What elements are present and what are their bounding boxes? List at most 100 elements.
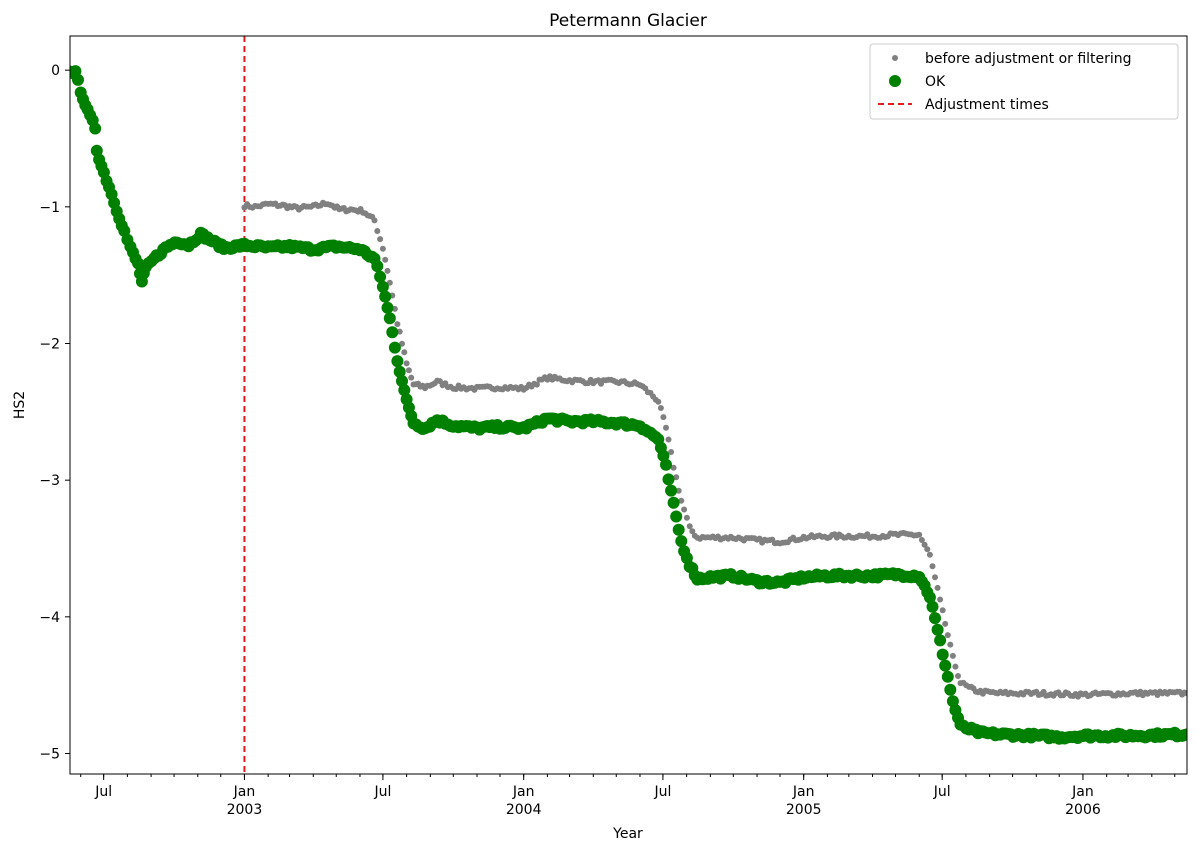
data-point <box>663 424 669 431</box>
data-point <box>533 381 540 388</box>
data-point <box>952 663 959 670</box>
data-point <box>662 473 675 486</box>
data-point <box>382 256 389 263</box>
y-axis-title: HS2 <box>12 391 28 419</box>
x-tick-label: Jul <box>653 784 671 800</box>
data-point <box>683 514 690 521</box>
data-point <box>944 683 957 696</box>
data-point <box>384 267 391 274</box>
data-point <box>388 341 401 354</box>
y-tick-label: −3 <box>39 473 60 489</box>
y-tick-label: −5 <box>39 747 60 763</box>
data-point <box>681 506 688 513</box>
series-before-adjustment-or-filtering <box>241 199 1187 700</box>
data-point <box>667 496 680 509</box>
data-point <box>660 414 667 421</box>
data-point <box>947 641 954 648</box>
legend-label-ok: OK <box>925 74 946 90</box>
data-point <box>399 340 405 347</box>
x-tick-label: Jul <box>373 784 391 800</box>
x-tick-label: Jan <box>233 784 256 800</box>
plot-area <box>69 35 1188 775</box>
data-point <box>678 497 685 504</box>
data-point <box>371 217 378 224</box>
legend-label-before: before adjustment or filtering <box>925 51 1132 67</box>
legend: before adjustment or filtering OK Adjust… <box>869 43 1179 120</box>
data-point <box>391 355 404 368</box>
data-point <box>934 584 941 591</box>
data-point <box>379 245 386 252</box>
x-axis: Jul Jan 2003 Jul Jan 2004 Jul Jan 2005 Jul Jan 2006 <box>80 774 1176 818</box>
data-point <box>398 384 411 397</box>
data-point <box>675 487 682 494</box>
legend-marker-ok <box>889 75 901 87</box>
data-point <box>916 531 923 538</box>
chart-title: Petermann Glacier <box>549 11 707 31</box>
data-point <box>689 528 696 535</box>
x-tick-label: Jul <box>933 784 951 800</box>
data-point <box>936 648 949 661</box>
data-point <box>934 634 947 647</box>
data-point <box>918 537 925 543</box>
data-point <box>686 523 693 530</box>
x-tick-label: Jan <box>792 784 815 800</box>
legend-label-adjustment: Adjustment times <box>925 97 1049 113</box>
data-point <box>1181 728 1187 741</box>
data-point <box>393 365 406 378</box>
data-point <box>670 464 677 471</box>
data-point <box>670 510 683 523</box>
data-point <box>949 652 956 659</box>
data-point <box>401 349 408 356</box>
legend-box <box>869 43 1179 120</box>
data-point <box>374 270 387 283</box>
data-point <box>932 574 938 581</box>
data-point <box>921 541 928 548</box>
data-point <box>396 375 408 388</box>
data-point <box>371 260 384 273</box>
data-point <box>941 670 954 683</box>
data-point <box>379 290 392 303</box>
data-point <box>923 591 936 604</box>
data-point <box>1184 690 1187 697</box>
y-axis: 0 −1 −2 −3 −4 −5 <box>39 63 70 763</box>
legend-marker-before <box>892 55 898 61</box>
data-point <box>386 279 393 286</box>
data-point <box>929 563 936 570</box>
data-point <box>374 228 381 234</box>
x-tick-label: Jul <box>94 784 112 800</box>
x-tick-year-label: 2005 <box>786 802 822 818</box>
data-point <box>944 632 951 639</box>
data-point <box>955 673 961 679</box>
data-point <box>672 523 685 536</box>
data-point <box>926 600 939 613</box>
x-tick-year-label: 2006 <box>1065 802 1101 818</box>
data-point <box>665 436 672 443</box>
data-point <box>383 312 396 325</box>
data-point <box>924 546 931 553</box>
y-tick-label: 0 <box>51 63 60 79</box>
data-point <box>72 73 84 86</box>
data-point <box>381 301 394 314</box>
y-tick-label: −1 <box>39 200 60 216</box>
data-point <box>394 321 401 328</box>
data-point <box>655 398 662 405</box>
data-point <box>931 623 944 636</box>
x-tick-label: Jan <box>1071 784 1094 800</box>
series-ok <box>70 65 1187 745</box>
data-point <box>89 122 102 135</box>
data-point <box>937 596 944 603</box>
data-point <box>929 612 941 625</box>
x-axis-title: Year <box>612 826 643 842</box>
x-tick-year-label: 2003 <box>227 802 263 818</box>
data-point <box>926 551 933 558</box>
data-point <box>668 449 675 455</box>
data-point <box>405 367 412 374</box>
data-point <box>942 620 949 627</box>
data-point <box>675 535 688 548</box>
x-tick-year-label: 2004 <box>506 802 542 818</box>
data-point <box>408 374 415 381</box>
data-point <box>657 405 664 411</box>
data-point <box>377 236 384 243</box>
y-tick-label: −2 <box>39 337 60 353</box>
series-layer <box>70 65 1187 745</box>
